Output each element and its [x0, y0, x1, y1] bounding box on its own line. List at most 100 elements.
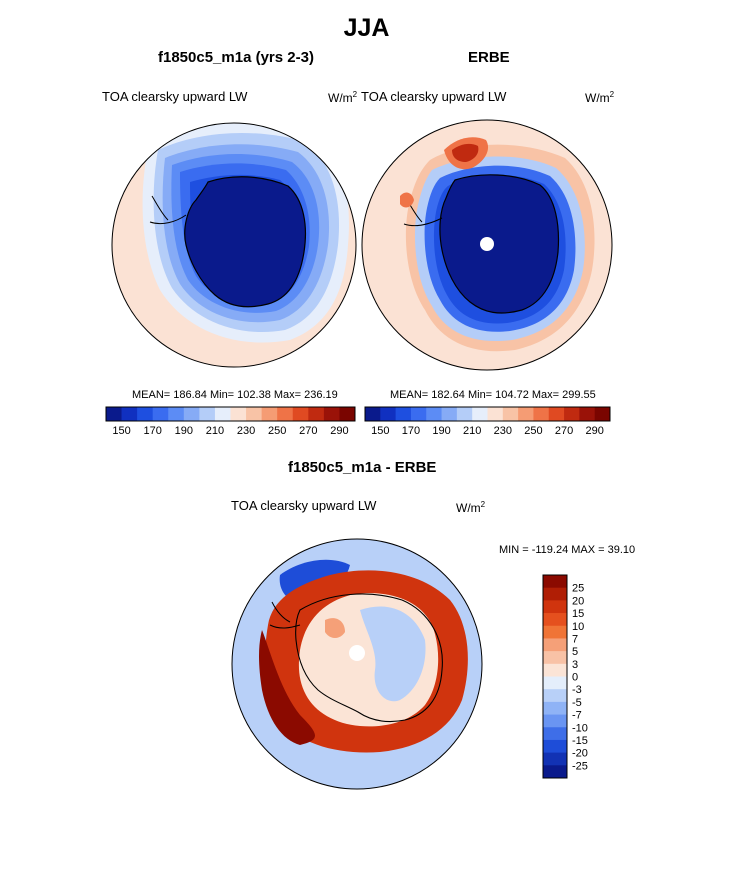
colorbar-diff-swatch [543, 663, 567, 677]
colorbar-model-tick-label: 290 [330, 425, 348, 437]
colorbar-diff-swatch [543, 600, 567, 614]
colorbar-diff-tick-label: 3 [572, 659, 578, 671]
colorbar-diff-swatch [543, 676, 567, 690]
map-erbe-antarctic-core [439, 174, 559, 314]
colorbar-diff-swatch [543, 613, 567, 627]
colorbar-erbe-swatch [487, 407, 504, 421]
colorbar-diff-tick-label: -15 [572, 735, 588, 747]
colorbar-model-swatch [230, 407, 247, 421]
colorbar-model-swatch [214, 407, 231, 421]
colorbar-erbe-swatch [365, 407, 381, 421]
map-erbe-coastline [439, 174, 560, 314]
colorbar-erbe-swatch [380, 407, 397, 421]
panel3-stats: MIN = -119.24 MAX = 39.10 [499, 544, 636, 556]
colorbar-erbe-swatch [441, 407, 458, 421]
map-diff-hot-west [259, 630, 315, 745]
colorbar-diff-tick-label: -3 [572, 684, 582, 696]
map-erbe-border [361, 119, 613, 371]
colorbar-model-swatch [261, 407, 278, 421]
colorbar-erbe-swatch [548, 407, 565, 421]
colorbar-diff-tick-label: 0 [572, 672, 578, 684]
colorbar-diff-tick-label: 25 [572, 583, 584, 595]
map-model-peninsula [149, 195, 187, 225]
colorbar-erbe-tick-label: 270 [555, 425, 573, 437]
panel3-units: W/m2 [456, 500, 486, 515]
colorbar-erbe: 150 170 190 210 230 250 270 290 [364, 406, 611, 437]
colorbar-erbe-swatch [533, 407, 550, 421]
colorbar-diff-tick-label: -7 [572, 710, 582, 722]
colorbar-erbe-swatch [395, 407, 412, 421]
colorbar-diff-swatch [543, 701, 567, 715]
colorbar-diff-tick-label: 7 [572, 633, 578, 645]
panel1-variable: TOA clearsky upward LW [102, 89, 248, 104]
map-model-antarctic-core [184, 176, 306, 307]
map-model [111, 122, 357, 368]
colorbar-diff-tick-label: 5 [572, 646, 578, 658]
panel1-stats: MEAN= 186.84 Min= 102.38 Max= 236.19 [132, 389, 338, 401]
panel3-variable: TOA clearsky upward LW [231, 498, 377, 513]
colorbar-model-swatch [183, 407, 200, 421]
map-diff-pole-mask [349, 645, 365, 661]
map-diff-cool-interior [360, 606, 426, 702]
colorbar-diff-tick-label: -25 [572, 760, 588, 772]
map-erbe-pole-mask [480, 237, 494, 251]
colorbar-diff-frame [542, 574, 568, 779]
colorbar-erbe-tick-label: 210 [463, 425, 481, 437]
colorbar-erbe-swatch [410, 407, 427, 421]
colorbar-diff-tick-label: -5 [572, 697, 582, 709]
colorbar-diff-tick-label: -20 [572, 748, 588, 760]
colorbar-model-tick-label: 230 [237, 425, 255, 437]
colorbar-erbe-swatch [472, 407, 488, 421]
colorbar-erbe-tick-label: 230 [494, 425, 512, 437]
colorbar-model-swatch [199, 407, 216, 421]
colorbar-diff-swatch [543, 765, 567, 779]
colorbar-model-swatch [137, 407, 154, 421]
colorbar-diff-swatch [543, 651, 567, 665]
colorbar-model: 150 170 190 210 230 250 270 290 [105, 406, 356, 437]
map-model-border [111, 122, 357, 368]
panel2-stats: MEAN= 182.64 Min= 104.72 Max= 299.55 [390, 389, 596, 401]
colorbar-model-swatch [323, 407, 340, 421]
panel2-variable: TOA clearsky upward LW [361, 89, 507, 104]
colorbar-diff-swatch [543, 587, 567, 601]
colorbar-erbe-swatch [579, 407, 596, 421]
figure-title: JJA [343, 14, 390, 42]
colorbar-diff-swatch [543, 689, 567, 703]
map-erbe-warm-patch-small [400, 192, 414, 208]
colorbar-erbe-tick-label: 190 [432, 425, 450, 437]
colorbar-erbe-swatch [564, 407, 580, 421]
colorbar-erbe-tick-label: 150 [371, 425, 389, 437]
map-diff-peninsula [269, 601, 301, 629]
map-diff-border [231, 538, 483, 790]
colorbar-model-swatch [106, 407, 122, 421]
colorbar-model-swatch [292, 407, 309, 421]
colorbar-diff-swatch [543, 752, 567, 766]
colorbar-diff-swatch [543, 714, 567, 728]
colorbar-erbe-frame [364, 406, 611, 422]
colorbar-erbe-swatch [456, 407, 473, 421]
colorbar-diff-swatch [543, 727, 567, 741]
colorbar-erbe-tick-label: 250 [524, 425, 542, 437]
map-erbe-hot-patch [452, 143, 479, 162]
colorbar-diff-tick-label: 10 [572, 621, 584, 633]
colorbar-model-tick-label: 270 [299, 425, 317, 437]
panel2-title: ERBE [468, 49, 510, 66]
colorbar-model-swatch [277, 407, 294, 421]
colorbar-diff-tick-label: 20 [572, 595, 584, 607]
colorbar-model-frame [105, 406, 356, 422]
colorbar-erbe-swatch [518, 407, 534, 421]
panel1-title: f1850c5_m1a (yrs 2-3) [158, 49, 314, 66]
colorbar-model-tick-label: 150 [112, 425, 130, 437]
panel1-units: W/m2 [328, 90, 358, 105]
map-diff-coastline [295, 593, 443, 723]
colorbar-model-swatch [339, 407, 356, 421]
colorbar-model-swatch [168, 407, 185, 421]
panel3-title: f1850c5_m1a - ERBE [288, 459, 437, 476]
colorbar-model-tick-label: 210 [206, 425, 224, 437]
panel2-units: W/m2 [585, 90, 615, 105]
colorbar-model-swatch [246, 407, 263, 421]
map-diff [231, 538, 483, 790]
colorbar-model-swatch [121, 407, 138, 421]
